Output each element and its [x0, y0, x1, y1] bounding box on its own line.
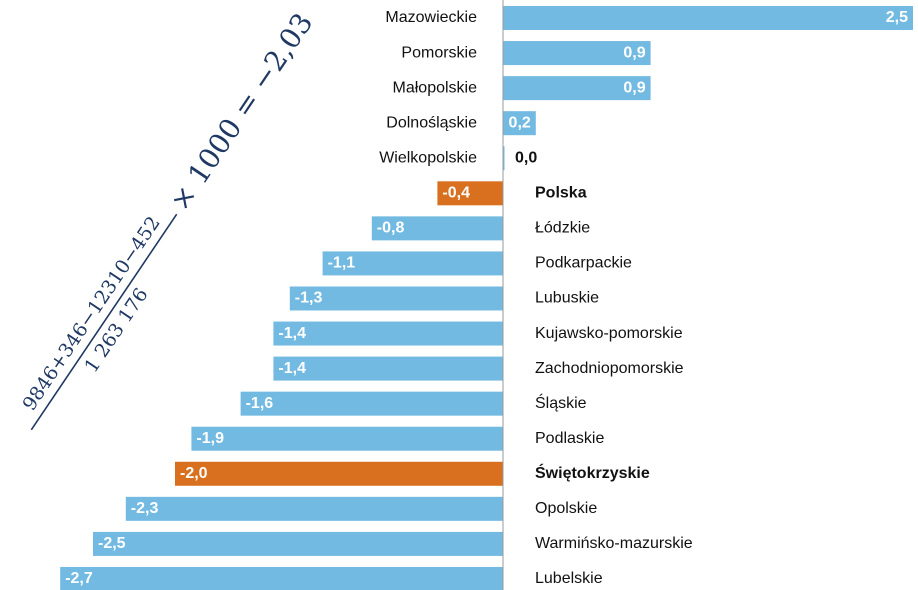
bar	[191, 426, 503, 451]
bar	[289, 286, 503, 311]
bar	[240, 391, 503, 416]
annotation-result: × 1000 = −2,03	[163, 7, 319, 217]
value-label: -1,3	[295, 290, 323, 307]
fraction-line	[30, 213, 178, 431]
bar	[503, 111, 536, 136]
category-label: Warmińsko-mazurskie	[535, 535, 693, 552]
annotation-numerator: 9846+346−12310−452	[18, 212, 164, 414]
value-label: 2,5	[886, 9, 908, 26]
bar	[125, 496, 504, 521]
value-label: -1,9	[196, 430, 224, 447]
category-label: Opolskie	[535, 500, 597, 517]
category-label: Lubuskie	[535, 290, 599, 307]
category-label: Śląskie	[535, 393, 587, 412]
bar	[175, 461, 503, 486]
category-label: Świętokrzyskie	[535, 463, 650, 482]
value-label: 0,9	[623, 44, 645, 61]
fraction-annotation: 9846+346−12310−452 1 263 176	[18, 212, 178, 431]
bar	[322, 251, 503, 276]
value-label: -2,0	[180, 465, 208, 482]
category-label: Małopolskie	[393, 79, 478, 96]
category-label: Dolnośląskie	[386, 114, 477, 131]
category-label: Polska	[535, 185, 587, 202]
bar	[503, 76, 651, 101]
value-label: -1,6	[246, 395, 274, 412]
bar	[273, 356, 503, 381]
category-label: Podlaskie	[535, 430, 604, 447]
value-label: -1,4	[278, 360, 306, 377]
category-label: Wielkopolskie	[379, 149, 477, 166]
bar	[437, 181, 503, 206]
category-label: Zachodniopomorskie	[535, 360, 684, 377]
category-label: Kujawsko-pomorskie	[535, 325, 683, 342]
value-label: -2,5	[98, 535, 126, 552]
bar	[503, 6, 913, 30]
value-label: -1,1	[328, 255, 356, 272]
bar	[371, 216, 503, 241]
value-label: -0,8	[377, 220, 405, 237]
category-label: Łódzkie	[535, 220, 590, 237]
category-label: Lubelskie	[535, 570, 603, 587]
value-label: -1,4	[278, 325, 306, 342]
category-label: Pomorskie	[401, 44, 477, 61]
value-label: 0,9	[623, 79, 645, 96]
bar	[93, 531, 503, 556]
bar	[503, 146, 505, 171]
value-label: 0,0	[515, 149, 537, 166]
bar	[273, 321, 503, 346]
value-label: 0,2	[509, 114, 531, 131]
category-label: Mazowieckie	[385, 9, 477, 26]
value-label: -2,3	[131, 500, 159, 517]
bar	[60, 566, 503, 590]
category-label: Podkarpackie	[535, 255, 632, 272]
value-label: -2,7	[65, 570, 93, 587]
bar	[503, 41, 651, 66]
value-label: -0,4	[442, 185, 470, 202]
